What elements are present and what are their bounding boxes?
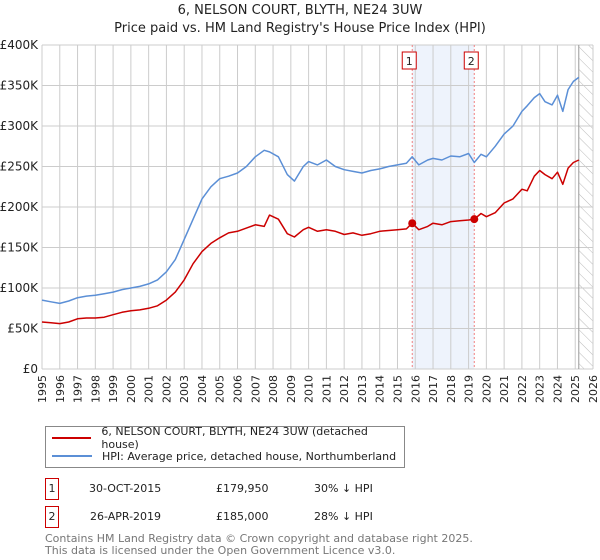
x-tick-label: 2003 xyxy=(178,375,191,403)
x-tick-label: 1996 xyxy=(54,375,67,403)
y-tick-label: £350K xyxy=(0,79,39,93)
transaction-price: £185,000 xyxy=(216,510,269,523)
x-tick-label: 2005 xyxy=(214,375,227,403)
chart-title: 6, NELSON COURT, BLYTH, NE24 3UW xyxy=(177,3,423,18)
sale-point xyxy=(470,215,479,224)
x-tick-label: 2015 xyxy=(391,375,404,403)
sale-badge-label: 1 xyxy=(406,55,413,68)
series-line xyxy=(41,159,580,325)
x-tick-label: 2016 xyxy=(409,375,422,403)
transaction-date: 30-OCT-2015 xyxy=(89,482,162,495)
chart-subtitle: Price paid vs. HM Land Registry's House … xyxy=(114,21,486,36)
y-tick-label: £300K xyxy=(0,119,39,133)
sale-point xyxy=(408,219,417,228)
transaction-price: £179,950 xyxy=(216,482,269,495)
x-tick-label: 2007 xyxy=(249,375,262,403)
footer-licence: This data is licensed under the Open Gov… xyxy=(45,544,396,557)
y-tick-label: £250K xyxy=(0,160,39,174)
x-tick-label: 2019 xyxy=(463,375,476,403)
x-tick-label: 2006 xyxy=(232,375,245,403)
legend: 6, NELSON COURT, BLYTH, NE24 3UW (detach… xyxy=(45,425,405,468)
legend-label: 6, NELSON COURT, BLYTH, NE24 3UW (detach… xyxy=(101,425,368,451)
x-tick-label: 2008 xyxy=(267,375,280,403)
x-tick-label: 2012 xyxy=(338,375,351,403)
legend-item-property: 6, NELSON COURT, BLYTH, NE24 3UW (detach… xyxy=(52,425,404,451)
sale-badge xyxy=(463,51,479,70)
x-tick-label: 2000 xyxy=(125,375,138,403)
y-tick-label: £50K xyxy=(7,322,39,336)
x-tick-label: 1999 xyxy=(107,375,120,403)
transaction-delta: 30% ↓ HPI xyxy=(314,482,373,495)
y-tick-label: £400K xyxy=(0,38,39,52)
x-tick-label: 2013 xyxy=(356,375,369,403)
x-tick-label: 2021 xyxy=(498,375,511,403)
transaction-delta: 28% ↓ HPI xyxy=(314,510,373,523)
legend-label: HPI: Average price, detached house, Nort… xyxy=(102,449,397,463)
x-tick-label: 2022 xyxy=(516,375,529,403)
x-tick-label: 2025 xyxy=(569,375,582,403)
y-tick-label: £0 xyxy=(23,362,38,376)
sale-badge xyxy=(401,51,417,70)
x-tick-label: 2004 xyxy=(196,375,209,403)
x-tick-label: 2001 xyxy=(143,375,156,403)
x-tick-label: 1997 xyxy=(72,375,85,403)
x-tick-label: 2014 xyxy=(374,375,387,403)
transaction-badge: 2 xyxy=(45,506,59,528)
footer: Contains HM Land Registry data © Crown c… xyxy=(45,533,473,557)
legend-item-hpi: HPI: Average price, detached house, Nort… xyxy=(52,448,396,464)
x-tick-label: 2023 xyxy=(534,375,547,403)
legend-swatch-blue xyxy=(52,455,92,457)
series-line xyxy=(41,76,580,305)
x-tick-label: 2024 xyxy=(551,375,564,403)
x-tick-label: 2018 xyxy=(445,375,458,403)
x-tick-label: 2011 xyxy=(320,375,333,403)
x-tick-label: 2010 xyxy=(303,375,316,403)
y-tick-label: £100K xyxy=(0,281,39,295)
legend-swatch-red xyxy=(52,437,92,439)
sale-badge-label: 2 xyxy=(468,55,475,68)
footer-copyright: Contains HM Land Registry data © Crown c… xyxy=(45,532,473,545)
x-tick-label: 2017 xyxy=(427,375,440,403)
x-tick-label: 2002 xyxy=(160,375,173,403)
x-tick-label: 1995 xyxy=(36,375,49,403)
y-tick-label: £200K xyxy=(0,200,39,214)
transaction-badge: 1 xyxy=(45,478,59,500)
x-tick-label: 2009 xyxy=(285,375,298,403)
transaction-date: 26-APR-2019 xyxy=(90,510,162,523)
x-tick-label: 2020 xyxy=(480,375,493,403)
x-tick-label: 1998 xyxy=(89,375,102,403)
y-tick-label: £150K xyxy=(0,241,39,255)
price-chart: 1995 1996 1997 1998 1999 2000 2001 2002 2003 2004… xyxy=(0,38,600,403)
x-tick-label: 2026 xyxy=(587,375,600,403)
